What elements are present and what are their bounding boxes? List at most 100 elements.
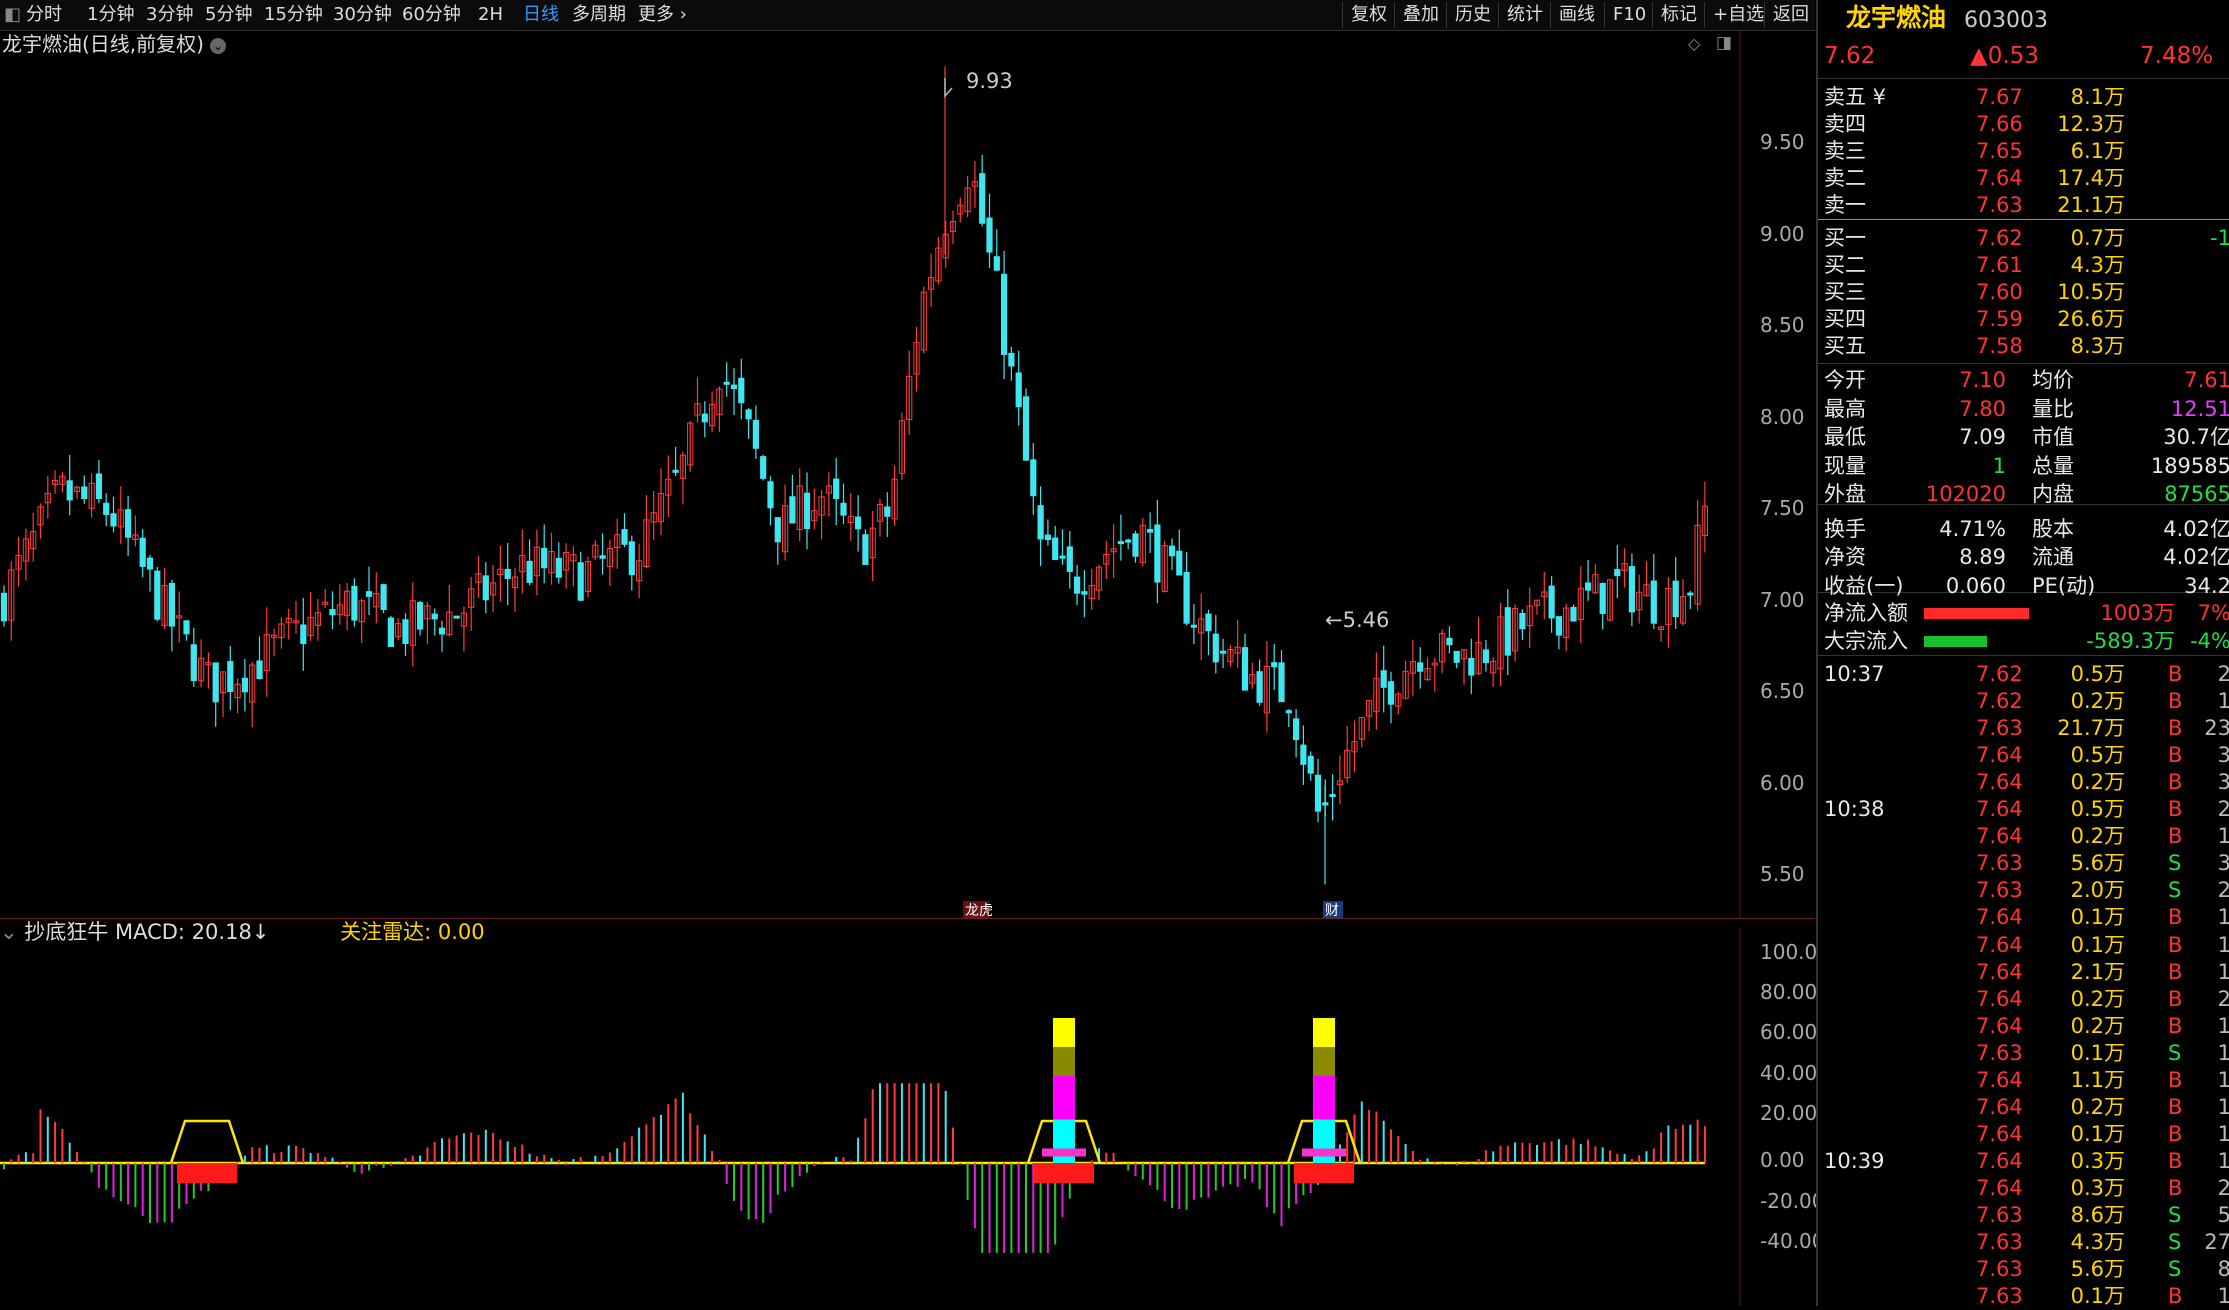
candle-body [1001, 273, 1008, 355]
candle-body [1563, 607, 1570, 639]
bid-volume: 10.5万 [2057, 280, 2125, 304]
ask-price[interactable]: 7.66 [1976, 112, 2023, 136]
candle-body [752, 419, 759, 449]
trade-side: B [2168, 932, 2183, 957]
longhu-marker[interactable] [963, 901, 989, 918]
candle-body [1132, 533, 1139, 557]
indicator-name[interactable]: 抄底狂牛 [24, 920, 109, 944]
tool-mark-button[interactable]: 标记 [1652, 2, 1697, 28]
candle-body [1417, 662, 1424, 672]
y-tick: 7.50 [1760, 496, 1805, 520]
indicator-chart[interactable] [0, 928, 1745, 1306]
candle-body [1088, 585, 1095, 599]
trade-price: 7.62 [1976, 662, 2023, 686]
candle-body [957, 204, 964, 215]
ask-price[interactable]: 7.64 [1976, 166, 2023, 190]
stat-value: 8.89 [1959, 545, 2006, 569]
tool-draw-button[interactable]: 画线 [1550, 2, 1595, 28]
candle-body [906, 375, 913, 421]
ask-price[interactable]: 7.67 [1976, 85, 2023, 109]
chevron-down-icon[interactable]: ⌄ [0, 920, 18, 944]
candle-body [964, 187, 971, 213]
tool-history-button[interactable]: 历史 [1446, 2, 1491, 28]
candle-body [942, 233, 949, 259]
trade-volume: 4.3万 [2070, 1230, 2125, 1255]
tool-stats-button[interactable]: 统计 [1498, 2, 1543, 28]
signal-markers [169, 1018, 1362, 1183]
chevron-down-icon[interactable]: ⌄ [209, 37, 226, 54]
period-tab-1min[interactable]: 1分钟 [87, 4, 135, 25]
candle-body [460, 612, 467, 627]
bid-price[interactable]: 7.59 [1976, 307, 2023, 331]
trade-side: B [2168, 797, 2183, 822]
panel-toggle-icon[interactable]: ◨ [1716, 33, 1733, 53]
bid-price[interactable]: 7.61 [1976, 253, 2023, 277]
bid-price[interactable]: 7.60 [1976, 280, 2023, 304]
tool-diejia-button[interactable]: 叠加 [1394, 2, 1439, 28]
signal-base [1034, 1163, 1094, 1183]
block-inflow-label: 大宗流入 [1824, 629, 1908, 653]
period-tab-daily[interactable]: 日线 [523, 4, 559, 25]
stat-value: 189585 [2150, 453, 2229, 478]
sidebar-toggle-icon[interactable]: ◧ [4, 4, 22, 25]
bid-level-label: 买三 [1824, 280, 1866, 304]
candle-body [358, 600, 365, 623]
trade-price: 7.64 [1976, 1094, 2023, 1119]
candle-body [1044, 534, 1052, 541]
panel-divider[interactable] [0, 918, 1815, 919]
candle-body [1533, 599, 1541, 606]
signal-stack-olive [1313, 1047, 1335, 1076]
period-tab-2h[interactable]: 2H [478, 4, 503, 25]
candle-body [1241, 647, 1249, 691]
tool-f10-button[interactable]: F10 [1604, 2, 1646, 28]
candle-body [59, 475, 66, 485]
bid-price[interactable]: 7.62 [1976, 226, 2023, 250]
period-tab-15min[interactable]: 15分钟 [264, 4, 323, 25]
trade-time: 10:39 [1824, 1148, 1885, 1173]
candle-body [782, 505, 789, 553]
ask-volume: 17.4万 [2057, 166, 2125, 190]
finance-marker[interactable] [1323, 901, 1343, 918]
candle-body [592, 544, 599, 558]
ask-price[interactable]: 7.65 [1976, 139, 2023, 163]
candle-body [1621, 563, 1628, 571]
candle-body [986, 217, 993, 253]
candle-body [1424, 668, 1431, 681]
candlestick-chart[interactable]: 9.93 ←5.46 龙虎 财 [0, 30, 1745, 918]
tool-add-watch-button[interactable]: +自选 [1704, 2, 1764, 28]
trade-count: 1 [2217, 1067, 2229, 1092]
period-tab-3min[interactable]: 3分钟 [146, 4, 194, 25]
candle-body [1059, 555, 1066, 559]
trade-count: 27 [2204, 1230, 2229, 1255]
candle-body [840, 502, 847, 516]
bid-price[interactable]: 7.58 [1976, 334, 2023, 358]
period-tab-more[interactable]: 更多 › [638, 4, 687, 25]
high-pointer-icon [944, 78, 953, 98]
candle-body [66, 480, 73, 501]
tool-fuquan-button[interactable]: 复权 [1342, 2, 1387, 28]
bid-level-label: 买二 [1824, 253, 1866, 277]
candle-body [139, 537, 146, 567]
trade-volume: 21.7万 [2057, 716, 2125, 741]
candle-body [95, 473, 103, 500]
trade-count: 3 [2217, 851, 2229, 876]
diamond-icon[interactable]: ◇ [1688, 34, 1701, 53]
period-tab-30min[interactable]: 30分钟 [333, 4, 392, 25]
tool-back-button[interactable]: 返回 [1764, 2, 1809, 28]
high-price-label: 9.93 [966, 69, 1013, 93]
candle-body [599, 555, 606, 559]
stat-label: 今开 [1824, 368, 1866, 392]
period-tab-5min[interactable]: 5分钟 [205, 4, 253, 25]
candle-body [855, 516, 862, 530]
candle-body [490, 582, 497, 596]
trade-side: B [2168, 770, 2183, 795]
candle-body [526, 560, 533, 583]
ask-price[interactable]: 7.63 [1976, 193, 2023, 217]
trade-count: 1 [2217, 1121, 2229, 1146]
candle-body [1117, 541, 1125, 545]
period-tab-fenshi[interactable]: 分时 [26, 4, 62, 25]
candle-body [1570, 606, 1577, 622]
period-tab-multi[interactable]: 多周期 [572, 4, 626, 25]
candle-body [292, 620, 300, 624]
period-tab-60min[interactable]: 60分钟 [402, 4, 461, 25]
